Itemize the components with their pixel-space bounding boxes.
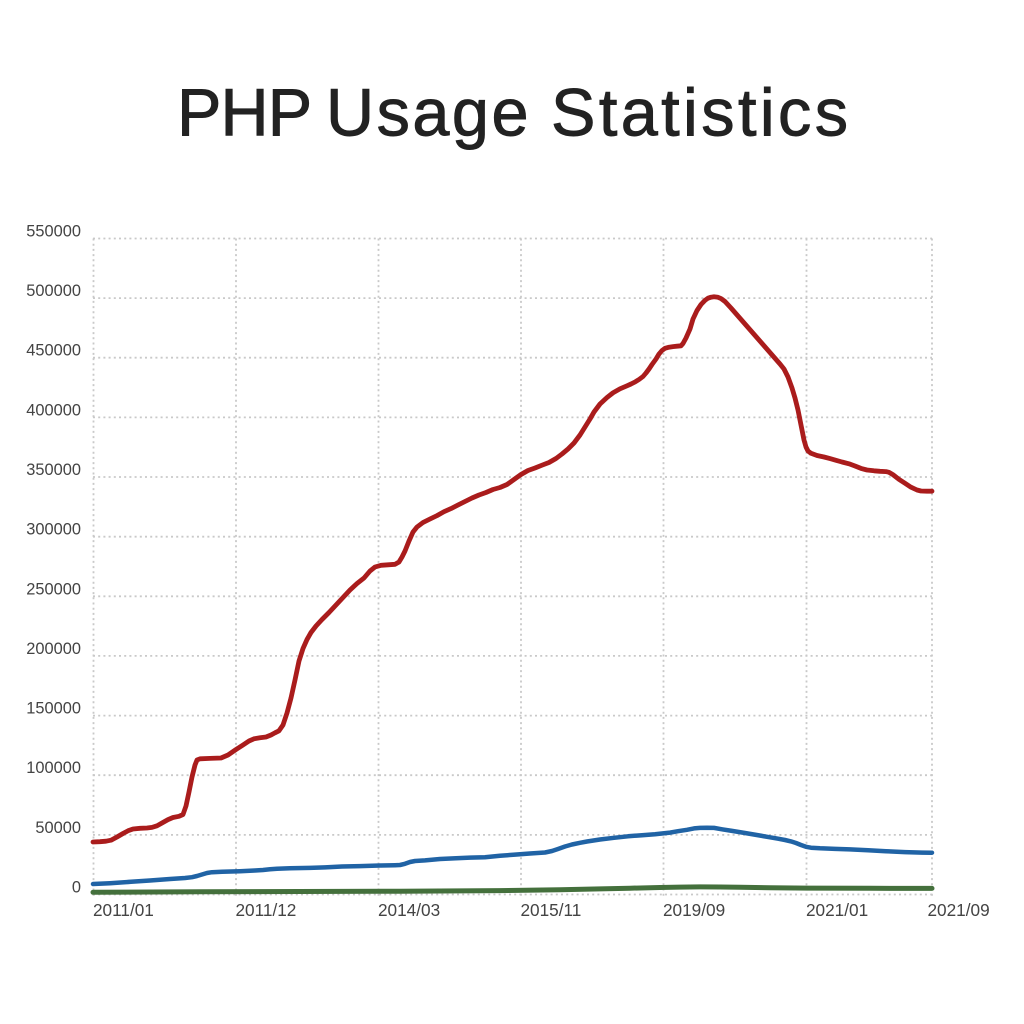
svg-text:200000: 200000 xyxy=(26,640,81,658)
svg-text:2014/03: 2014/03 xyxy=(378,900,440,920)
svg-text:250000: 250000 xyxy=(26,580,81,598)
svg-text:150000: 150000 xyxy=(26,700,81,718)
svg-text:2011/12: 2011/12 xyxy=(236,900,297,920)
svg-text:50000: 50000 xyxy=(35,819,81,837)
svg-text:500000: 500000 xyxy=(26,282,81,300)
svg-text:450000: 450000 xyxy=(26,342,81,360)
svg-text:100000: 100000 xyxy=(26,759,81,777)
svg-text:2011/01: 2011/01 xyxy=(93,900,154,920)
svg-text:Statistics: Statistics xyxy=(551,76,851,150)
svg-text:2015/11: 2015/11 xyxy=(521,900,582,920)
svg-text:2021/09: 2021/09 xyxy=(928,900,990,920)
svg-text:2021/01: 2021/01 xyxy=(806,900,868,920)
svg-text:300000: 300000 xyxy=(26,521,81,539)
svg-text:550000: 550000 xyxy=(26,223,81,241)
svg-text:PHP: PHP xyxy=(177,76,311,150)
svg-text:2019/09: 2019/09 xyxy=(663,900,725,920)
svg-text:0: 0 xyxy=(72,879,81,897)
svg-text:Usage: Usage xyxy=(326,76,531,150)
svg-text:350000: 350000 xyxy=(26,461,81,479)
svg-text:400000: 400000 xyxy=(26,401,81,419)
